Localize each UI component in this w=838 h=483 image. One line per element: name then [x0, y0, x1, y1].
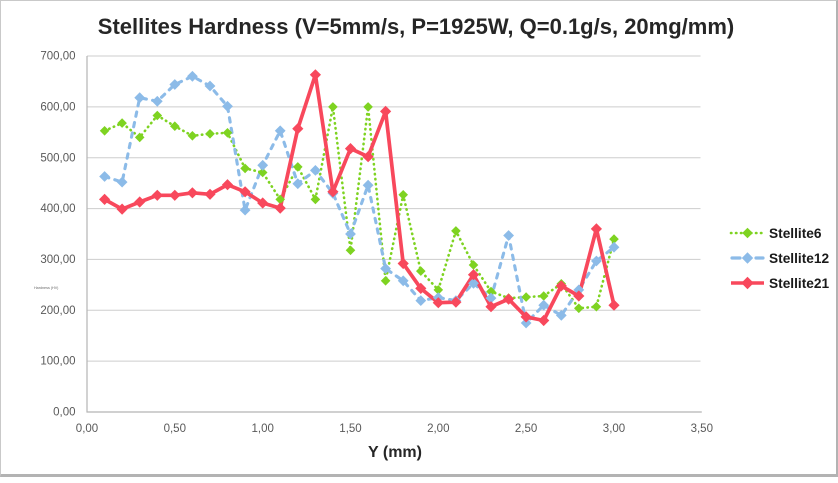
svg-text:Stellite6: Stellite6 [769, 226, 822, 241]
svg-text:1,00: 1,00 [252, 423, 274, 435]
svg-text:0,00: 0,00 [76, 423, 98, 435]
svg-text:600,00: 600,00 [40, 102, 75, 114]
svg-text:1,50: 1,50 [339, 423, 361, 435]
svg-text:2,00: 2,00 [427, 423, 449, 435]
svg-text:Hardness (HV): Hardness (HV) [34, 286, 58, 290]
svg-text:Y (mm): Y (mm) [368, 444, 422, 461]
svg-text:2,50: 2,50 [515, 423, 537, 435]
svg-text:0,00: 0,00 [53, 407, 75, 419]
svg-text:3,00: 3,00 [603, 423, 625, 435]
svg-text:200,00: 200,00 [40, 305, 75, 317]
svg-text:Stellite12: Stellite12 [769, 251, 829, 266]
svg-text:100,00: 100,00 [40, 356, 75, 368]
svg-text:0,50: 0,50 [164, 423, 186, 435]
svg-text:400,00: 400,00 [40, 203, 75, 215]
svg-text:500,00: 500,00 [40, 152, 75, 164]
svg-text:700,00: 700,00 [40, 51, 75, 63]
svg-text:Stellites Hardness (V=5mm/s, P: Stellites Hardness (V=5mm/s, P=1925W, Q=… [98, 14, 734, 39]
svg-text:Stellite21: Stellite21 [769, 276, 829, 291]
svg-text:300,00: 300,00 [40, 254, 75, 266]
svg-text:3,50: 3,50 [691, 423, 713, 435]
